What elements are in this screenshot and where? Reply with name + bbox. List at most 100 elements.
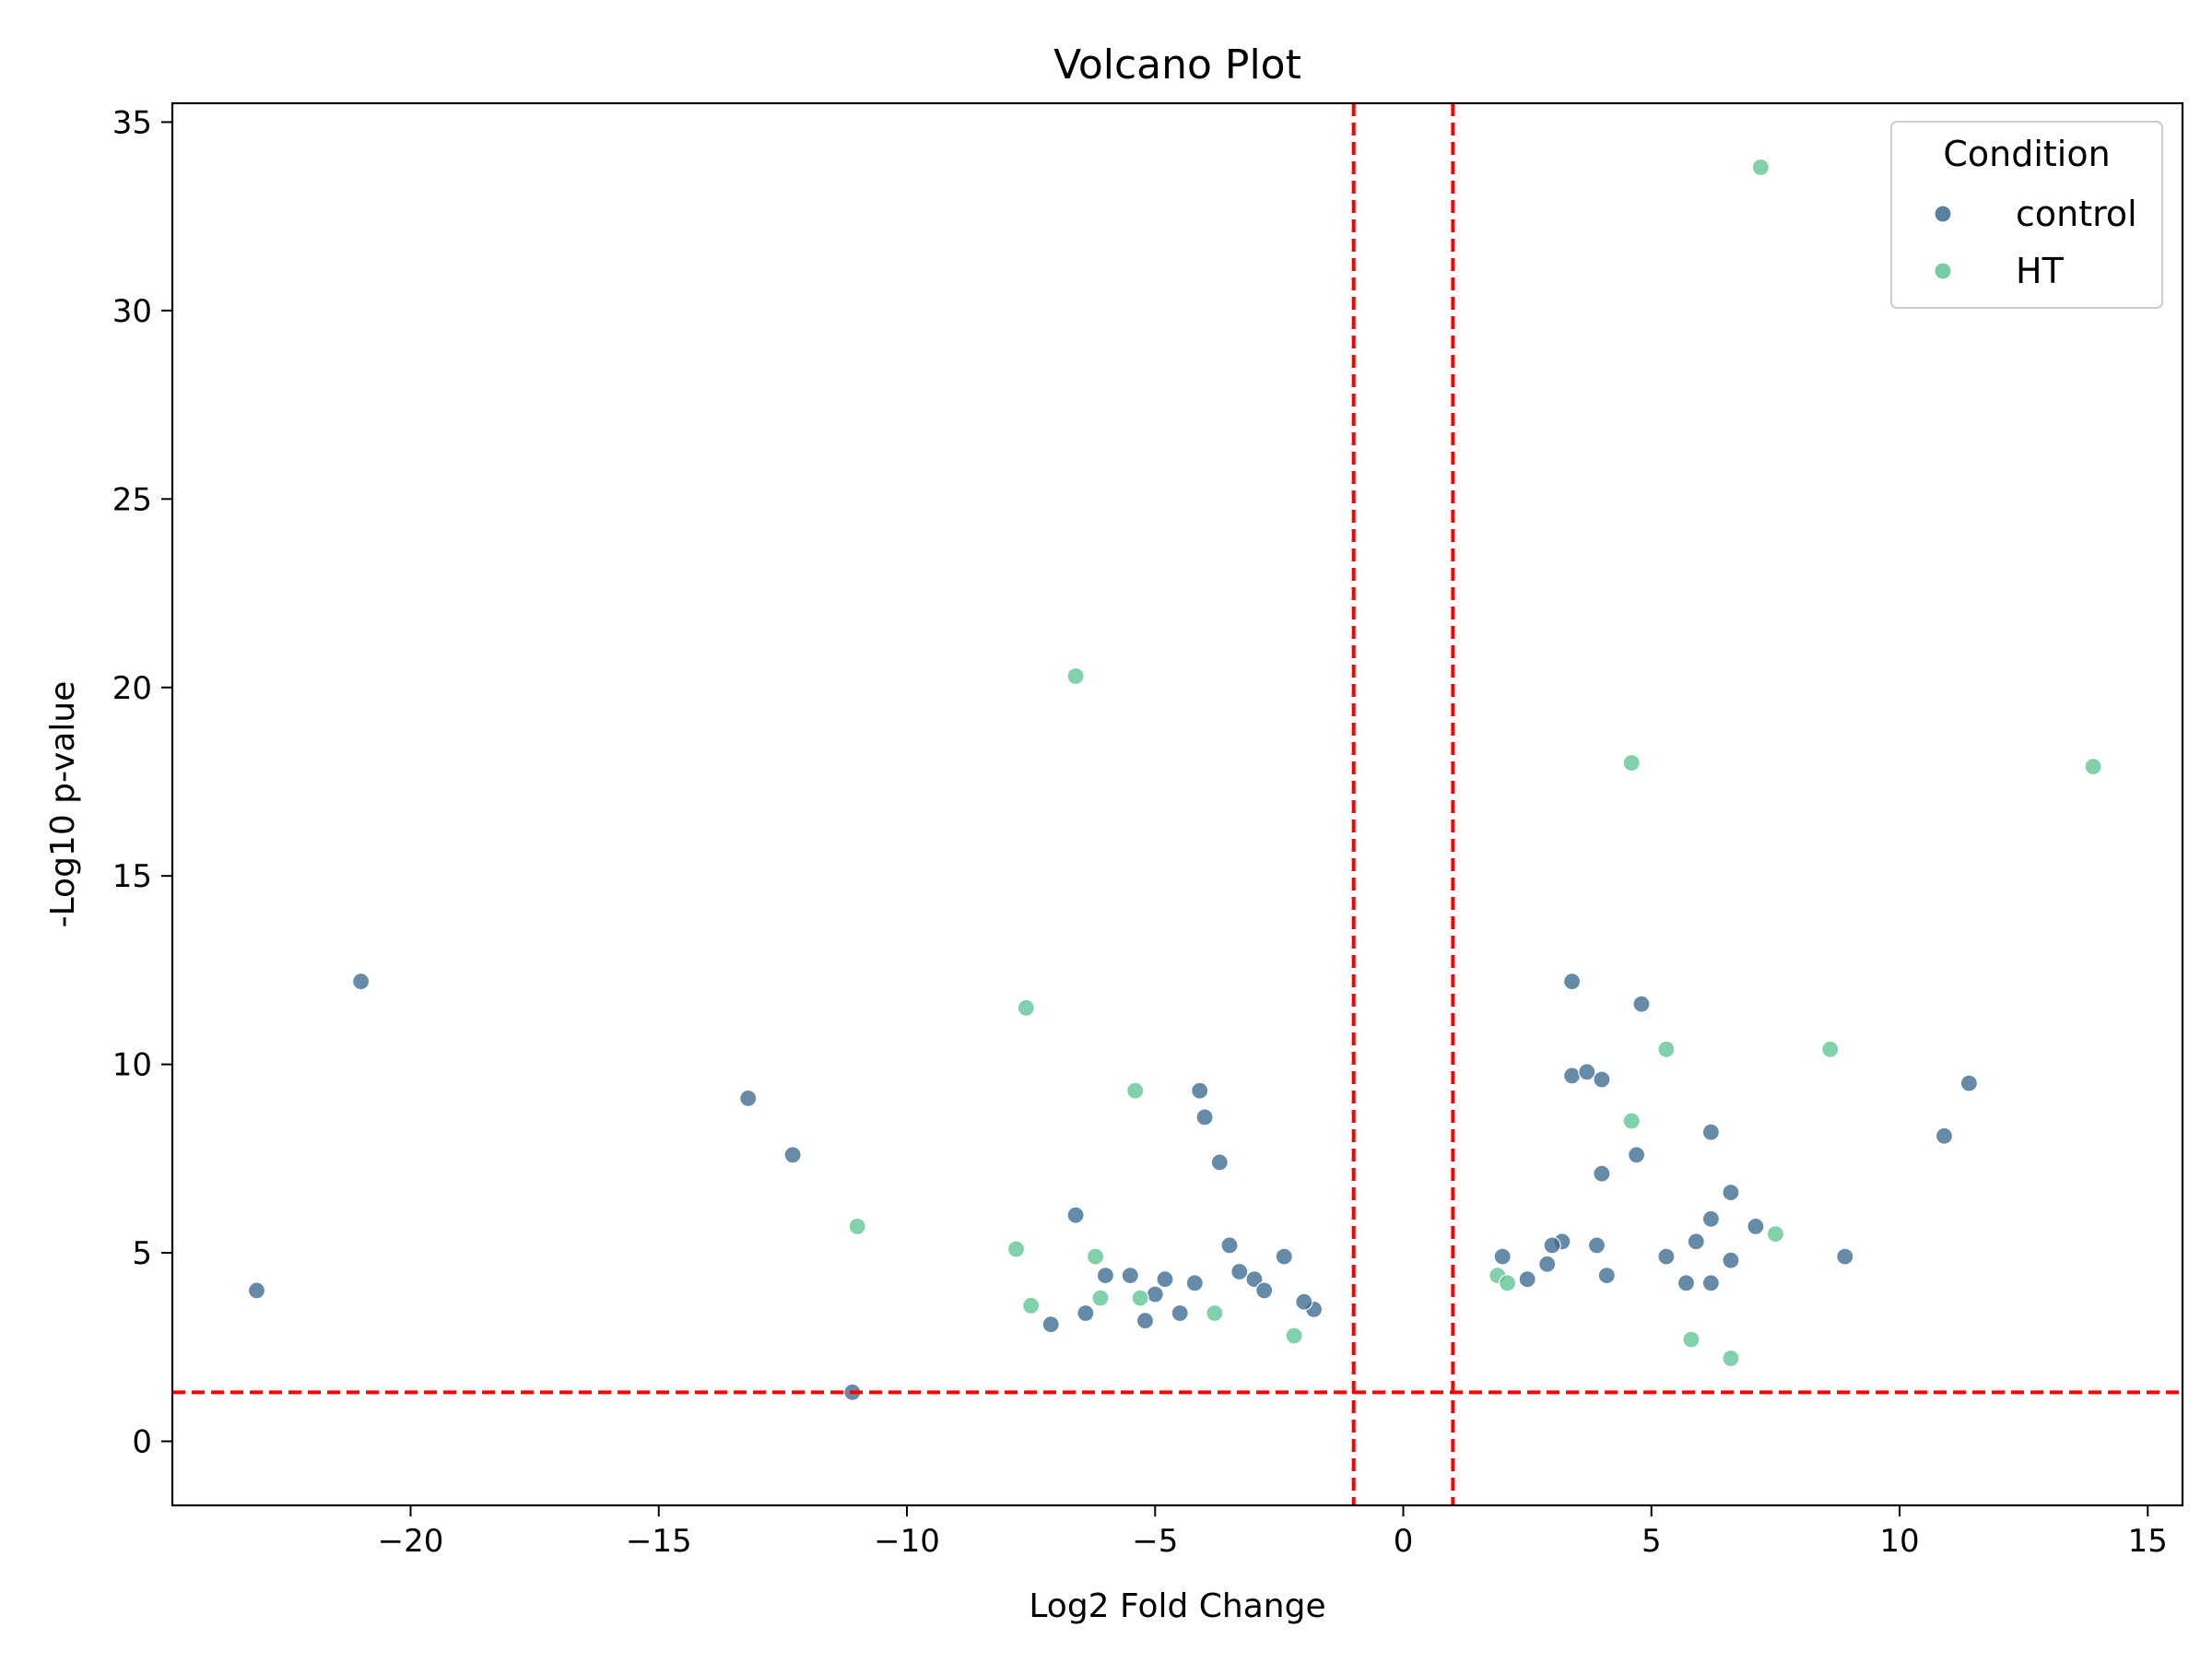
data-point-control (1597, 1266, 1616, 1285)
data-point-control (1632, 995, 1651, 1013)
data-point-ht (1206, 1303, 1224, 1323)
data-point-control (1096, 1266, 1115, 1285)
data-point-control (1627, 1146, 1646, 1164)
x-tick-label: −15 (626, 1523, 692, 1560)
data-point-control (352, 973, 371, 991)
data-point-control (1836, 1247, 1854, 1266)
x-tick-label: −10 (874, 1523, 940, 1560)
chart-title: Volcano Plot (1053, 41, 1301, 88)
legend-label-control: control (2016, 194, 2137, 234)
data-point-control (1587, 1236, 1606, 1255)
data-point-ht (1021, 1296, 1041, 1315)
data-point-control (1959, 1074, 1978, 1092)
y-axis-ticks: 0 5 10 15 20 25 30 35 (112, 104, 172, 1460)
data-point-ht (1751, 158, 1770, 177)
data-point-ht (848, 1217, 866, 1236)
data-point-control (1171, 1303, 1189, 1323)
data-point-control (1066, 1206, 1085, 1224)
data-point-control (1210, 1153, 1229, 1172)
plot-area-frame (171, 101, 2184, 1507)
data-point-control (1493, 1247, 1512, 1266)
y-tick-label: 25 (112, 481, 152, 518)
data-point-control (1191, 1081, 1209, 1100)
x-tick-label: 10 (1879, 1523, 1919, 1560)
data-point-ht (1498, 1274, 1517, 1292)
data-point-ht (1622, 1112, 1641, 1130)
data-point-control (1701, 1274, 1721, 1292)
legend-label-ht: HT (2016, 251, 2065, 291)
data-point-ht (2084, 757, 2102, 776)
legend-entries: control HT (1934, 194, 2137, 291)
data-point-control (1041, 1315, 1060, 1334)
y-tick-label: 20 (112, 670, 152, 707)
data-point-control (1701, 1209, 1721, 1228)
legend: Condition control HT (1890, 121, 2163, 309)
data-point-control (1135, 1312, 1155, 1330)
data-point-ht (1066, 666, 1085, 686)
x-tick-label: 5 (1641, 1523, 1662, 1560)
data-point-control (1245, 1270, 1264, 1289)
y-axis-label: -Log10 p-value (44, 681, 82, 928)
legend-marker-control (1934, 205, 1952, 223)
data-point-ht (1722, 1349, 1740, 1368)
data-point-control (1657, 1247, 1676, 1266)
y-tick-label: 15 (112, 858, 152, 895)
data-point-control (1230, 1262, 1249, 1281)
data-point-ht (1091, 1289, 1110, 1307)
x-tick-label: 0 (1394, 1523, 1414, 1560)
x-axis-ticks: −20 −15 −10 −5 0 5 10 15 (378, 1505, 2168, 1560)
y-tick-label: 5 (132, 1235, 152, 1272)
data-point-control (1518, 1270, 1536, 1289)
data-point-control (1578, 1063, 1596, 1081)
data-point-control (1195, 1108, 1214, 1126)
data-point-ht (1657, 1040, 1676, 1058)
x-tick-label: 15 (2128, 1523, 2168, 1560)
data-point-ht (1622, 753, 1641, 773)
data-point-control (1701, 1123, 1721, 1141)
data-point-control (1220, 1236, 1239, 1255)
data-point-control (1593, 1070, 1611, 1089)
data-point-ht (1017, 998, 1035, 1017)
data-point-ht (1766, 1224, 1785, 1244)
y-tick-label: 10 (112, 1047, 152, 1084)
data-point-control (1562, 973, 1582, 991)
y-tick-label: 35 (112, 104, 152, 141)
data-points-layer (247, 158, 2102, 1401)
data-point-control (1687, 1233, 1705, 1251)
data-point-control (1722, 1251, 1740, 1269)
legend-title: Condition (1943, 134, 2110, 174)
x-axis-label: Log2 Fold Change (1029, 1587, 1325, 1625)
data-point-ht (1131, 1289, 1149, 1307)
data-point-control (1562, 1067, 1582, 1085)
data-point-control (1722, 1183, 1740, 1202)
data-point-control (1275, 1247, 1293, 1266)
data-point-control (1593, 1164, 1611, 1183)
threshold-lines (172, 103, 2183, 1505)
data-point-ht (1682, 1330, 1700, 1349)
data-point-ht (1126, 1081, 1145, 1100)
data-point-control (1543, 1236, 1561, 1255)
data-point-control (1935, 1126, 1954, 1145)
data-point-control (1747, 1217, 1765, 1236)
y-tick-label: 0 (132, 1423, 152, 1460)
legend-box (1890, 121, 2163, 309)
data-point-control (1077, 1303, 1095, 1323)
data-point-control (1121, 1266, 1139, 1285)
data-point-control (1255, 1281, 1274, 1300)
x-tick-label: −5 (1132, 1523, 1178, 1560)
data-point-control (1185, 1274, 1204, 1292)
data-point-control (783, 1146, 802, 1164)
data-point-control (1146, 1285, 1164, 1303)
data-point-ht (1821, 1040, 1840, 1058)
data-point-ht (1086, 1247, 1105, 1266)
data-point-ht (1285, 1327, 1303, 1345)
data-point-ht (1006, 1240, 1026, 1258)
data-point-control (739, 1089, 758, 1108)
data-point-control (1538, 1255, 1557, 1273)
data-point-control (1677, 1274, 1696, 1292)
legend-marker-ht (1934, 262, 1952, 280)
data-point-control (1156, 1270, 1174, 1289)
data-point-control (1295, 1292, 1313, 1311)
